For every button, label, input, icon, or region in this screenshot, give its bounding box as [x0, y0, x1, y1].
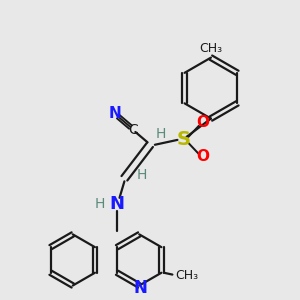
Text: O: O [196, 149, 209, 164]
Text: N: N [134, 279, 147, 297]
Text: C: C [128, 122, 138, 136]
Text: S: S [176, 130, 190, 149]
Text: N: N [110, 195, 124, 213]
Text: H: H [156, 127, 166, 141]
Text: N: N [108, 106, 121, 121]
Text: CH₃: CH₃ [175, 269, 198, 282]
Text: H: H [136, 168, 147, 182]
Text: H: H [95, 197, 105, 211]
Text: CH₃: CH₃ [200, 42, 223, 55]
Text: O: O [196, 115, 209, 130]
